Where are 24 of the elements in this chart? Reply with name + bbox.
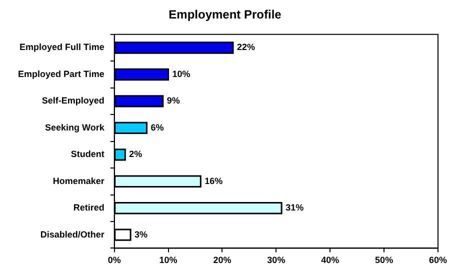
data-label: 6% — [150, 122, 164, 132]
y-tick-label: Retired — [73, 202, 104, 213]
chart-title: Employment Profile — [168, 8, 282, 22]
data-label: 31% — [286, 202, 304, 213]
y-tick-label: Self-Employed — [42, 96, 104, 106]
data-label: 9% — [166, 96, 180, 106]
data-label: 10% — [172, 68, 190, 79]
y-tick-label: Employed Part Time — [18, 68, 104, 79]
x-tick-label: 50% — [375, 255, 394, 266]
y-tick-label: Seeking Work — [45, 122, 106, 132]
x-tick-label: 30% — [267, 255, 286, 266]
x-tick-label: 40% — [321, 255, 340, 266]
data-label: 3% — [134, 229, 148, 240]
y-tick-label: Student — [70, 149, 104, 160]
y-tick-label: Disabled/Other — [40, 229, 105, 240]
x-tick-label: 60% — [428, 255, 447, 266]
x-tick-label: 20% — [213, 255, 232, 266]
x-tick-label: 0% — [108, 255, 121, 266]
data-label: 2% — [129, 149, 142, 160]
x-tick-label: 10% — [159, 255, 178, 266]
data-label: 16% — [204, 176, 223, 186]
y-tick-label: Employed Full Time — [20, 42, 104, 52]
data-label: 22% — [237, 42, 256, 52]
y-tick-label: Homemaker — [52, 176, 105, 186]
